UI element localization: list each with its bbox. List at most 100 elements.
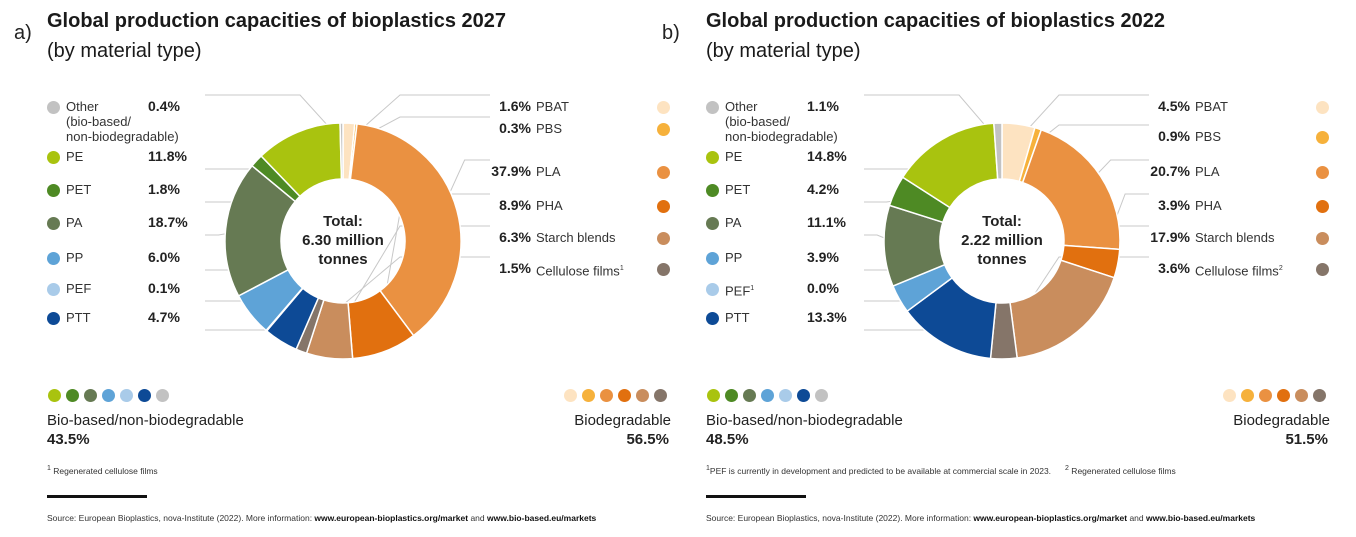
legend-value-pbat: 1.6% [499, 98, 531, 114]
group-swatch-pef [120, 389, 133, 402]
slice-other [993, 122, 1003, 180]
group-swatch-pa [743, 389, 756, 402]
group-label-biodegradable: Biodegradable [574, 412, 671, 429]
legend-swatch-pef [47, 283, 60, 296]
group-swatch-pet [66, 389, 79, 402]
group-swatch-pp [102, 389, 115, 402]
group-value-biodegradable: 51.5% [1285, 431, 1328, 448]
footnote-marker: 1 [706, 465, 710, 472]
legend-value-pbs: 0.3% [499, 120, 531, 136]
divider-rule [706, 495, 806, 498]
slice-starch [1009, 259, 1116, 359]
legend-label-pp: PP [66, 250, 84, 265]
legend-label-cellulose: Cellulose films2 [1195, 263, 1283, 279]
legend-label-cellulose: Cellulose films1 [536, 263, 624, 279]
legend-label-pha: PHA [536, 198, 563, 213]
legend-value-pet: 1.8% [148, 181, 180, 197]
legend-label-pe: PE [66, 149, 84, 164]
group-swatch-starch [636, 389, 649, 402]
legend-value-pa: 18.7% [148, 214, 188, 230]
legend-label-other: Other (bio-based/non-biodegradable) [725, 99, 838, 144]
chart-subtitle: (by material type) [706, 40, 861, 62]
group-swatch-other [815, 389, 828, 402]
legend-label-pef: PEF1 [725, 283, 755, 299]
legend-value-pet: 4.2% [807, 181, 839, 197]
legend-swatch-pe [47, 151, 60, 164]
footnote: 1PEF is currently in development and pre… [706, 465, 1051, 476]
source-link-bio-based[interactable]: www.bio-based.eu/markets [487, 513, 597, 523]
group-swatch-pha [1277, 389, 1290, 402]
legend-value-pef: 0.0% [807, 280, 839, 296]
legend-value-ptt: 4.7% [148, 309, 180, 325]
center-text-line: tonnes [318, 251, 368, 268]
center-text-line: Total: [323, 213, 363, 230]
group-swatch-pha [618, 389, 631, 402]
legend-value-pe: 11.8% [148, 148, 187, 164]
legend-label-pa: PA [66, 215, 83, 230]
group-value-biodegradable: 56.5% [626, 431, 669, 448]
group-swatch-ptt [138, 389, 151, 402]
legend-label-line: Other [66, 99, 99, 114]
legend-swatch-pha [657, 200, 670, 213]
source-link-european-bioplastics[interactable]: www.european-bioplastics.org/market [314, 513, 469, 523]
center-total-label: Total: 6.30 million tonnes [283, 212, 403, 269]
footnote-marker: 2 [1278, 265, 1283, 272]
legend-label-starch: Starch blends [536, 230, 616, 245]
legend-swatch-cellulose [1316, 263, 1329, 276]
group-swatch-other [156, 389, 169, 402]
source-link-european-bioplastics[interactable]: www.european-bioplastics.org/market [973, 513, 1128, 523]
footnote-marker: 1 [750, 285, 755, 292]
chart-panel-a: a) Global production capacities of biopla… [14, 10, 671, 523]
source-link-bio-based[interactable]: www.bio-based.eu/markets [1146, 513, 1256, 523]
legend-swatch-pet [47, 184, 60, 197]
chart-subtitle: (by material type) [47, 40, 202, 62]
legend-value-starch: 6.3% [499, 229, 531, 245]
group-swatch-pet [725, 389, 738, 402]
legend-value-pbat: 4.5% [1158, 98, 1190, 114]
slice-other [339, 122, 344, 180]
legend-value-pla: 20.7% [1150, 163, 1190, 179]
legend-value-pp: 6.0% [148, 249, 180, 265]
source-note: Source: European Bioplastics, nova-Insti… [47, 513, 596, 523]
source-and: and [1127, 513, 1146, 523]
source-prefix: Source: European Bioplastics, nova-Insti… [47, 513, 315, 523]
legend-value-starch: 17.9% [1150, 229, 1190, 245]
group-swatch-starch [1295, 389, 1308, 402]
legend-label-pbs: PBS [1195, 129, 1222, 144]
panel-label: a) [14, 22, 32, 44]
legend-value-other: 0.4% [148, 98, 180, 114]
legend-swatch-pa [47, 217, 60, 230]
footnote-marker: 2 [1065, 465, 1069, 472]
legend-label-pef: PEF [66, 281, 92, 296]
legend-label-line: (bio-based/ [66, 114, 132, 129]
slice-pla [349, 123, 462, 337]
legend-label-line: non-biodegradable) [66, 129, 179, 144]
legend-swatch-other [706, 101, 719, 114]
legend-swatch-pe [706, 151, 719, 164]
footnote-text: Regenerated cellulose films [50, 465, 158, 476]
donut-chart [205, 94, 490, 360]
legend-swatch-pet [706, 184, 719, 197]
footnote: 1 Regenerated cellulose films [47, 465, 158, 476]
legend-label-pe: PE [725, 149, 743, 164]
source-and: and [468, 513, 487, 523]
group-swatch-pbs [1241, 389, 1254, 402]
legend-label-starch: Starch blends [1195, 230, 1275, 245]
group-swatch-pbs [582, 389, 595, 402]
chart-panel-b: b) Global production capacities of biopla… [659, 0, 1339, 537]
source-note: Source: European Bioplastics, nova-Insti… [706, 513, 1255, 523]
legend-label-pp: PP [725, 250, 743, 265]
group-swatch-pef [779, 389, 792, 402]
legend-swatch-pp [47, 252, 60, 265]
group-label-biodegradable: Biodegradable [1233, 412, 1330, 429]
group-value-bio-based: 48.5% [706, 431, 749, 448]
legend-swatch-pa [706, 217, 719, 230]
group-swatch-pa [84, 389, 97, 402]
footnotes: 1PEF is currently in development and pre… [706, 465, 1176, 476]
legend-label-line: Other [725, 99, 758, 114]
legend-label-pa: PA [725, 215, 742, 230]
legend-swatch-pef [706, 283, 719, 296]
legend-swatch-pbs [1316, 131, 1329, 144]
group-swatch-cellulose [654, 389, 667, 402]
legend-value-pef: 0.1% [148, 280, 180, 296]
